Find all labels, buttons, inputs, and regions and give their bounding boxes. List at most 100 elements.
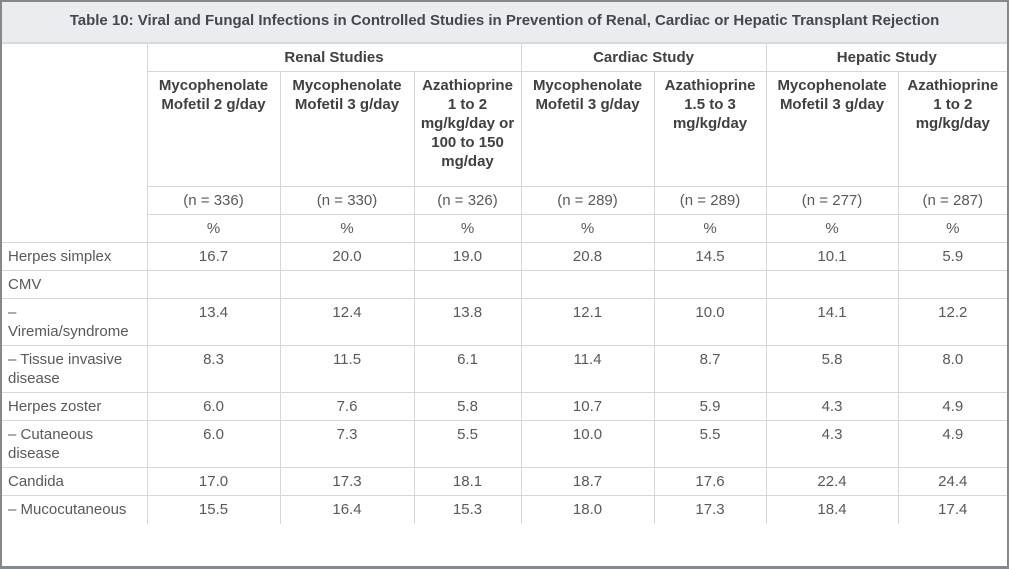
sample-size-cell: (n = 289)	[653, 186, 767, 215]
value-cell: 6.0	[146, 420, 281, 468]
corner-cell	[2, 43, 148, 243]
percent-unit-cell: %	[520, 214, 655, 243]
value-cell: 17.3	[653, 495, 767, 524]
table-title: Table 10: Viral and Fungal Infections in…	[2, 2, 1007, 44]
value-cell: 4.3	[765, 392, 899, 421]
sample-size-cell: (n = 277)	[765, 186, 899, 215]
table-row-cutaneous-disease: – Cutaneous disease 6.0 7.3 5.5 10.0 5.5…	[2, 420, 1007, 468]
percent-unit-cell: %	[146, 214, 281, 243]
value-cell: 16.7	[146, 242, 281, 271]
infections-table: Renal Studies Cardiac Study Hepatic Stud…	[2, 43, 1007, 524]
sample-size-row: (n = 336) (n = 330) (n = 326) (n = 289) …	[2, 186, 1007, 215]
treatment-header: Azathioprine 1 to 2 mg/kg/day	[897, 71, 1007, 187]
value-cell: 10.0	[653, 298, 767, 346]
value-cell: 14.5	[653, 242, 767, 271]
treatment-header: Mycophenolate Mofetil 3 g/day	[765, 71, 899, 187]
group-header-renal: Renal Studies	[146, 43, 522, 72]
value-cell: 20.8	[520, 242, 655, 271]
value-cell: 4.9	[897, 420, 1007, 468]
percent-unit-cell: %	[279, 214, 415, 243]
unit-row: % % % % % % %	[2, 214, 1007, 243]
value-cell: 17.0	[146, 467, 281, 496]
value-cell: 18.0	[520, 495, 655, 524]
value-cell: 11.4	[520, 345, 655, 393]
table-row-tissue-invasive-disease: – Tissue invasive disease 8.3 11.5 6.1 1…	[2, 345, 1007, 393]
value-cell	[279, 270, 415, 299]
row-label: – Cutaneous disease	[2, 420, 148, 468]
value-cell: 10.1	[765, 242, 899, 271]
percent-unit-cell: %	[653, 214, 767, 243]
percent-unit-cell: %	[897, 214, 1007, 243]
value-cell: 6.0	[146, 392, 281, 421]
value-cell: 24.4	[897, 467, 1007, 496]
value-cell: 8.7	[653, 345, 767, 393]
sample-size-cell: (n = 289)	[520, 186, 655, 215]
value-cell	[765, 270, 899, 299]
value-cell: 12.1	[520, 298, 655, 346]
table-row-herpes-zoster: Herpes zoster 6.0 7.6 5.8 10.7 5.9 4.3 4…	[2, 392, 1007, 421]
value-cell: 8.0	[897, 345, 1007, 393]
value-cell: 12.4	[279, 298, 415, 346]
table-row-viremia-syndrome: – Viremia/syndrome 13.4 12.4 13.8 12.1 1…	[2, 298, 1007, 346]
row-label: Herpes simplex	[2, 242, 148, 271]
value-cell	[653, 270, 767, 299]
value-cell: 19.0	[413, 242, 522, 271]
table-row-candida: Candida 17.0 17.3 18.1 18.7 17.6 22.4 24…	[2, 467, 1007, 496]
row-label: – Viremia/syndrome	[2, 298, 148, 346]
value-cell: 17.3	[279, 467, 415, 496]
row-label: – Mucocutaneous	[2, 495, 148, 524]
value-cell: 14.1	[765, 298, 899, 346]
value-cell	[897, 270, 1007, 299]
treatment-header: Mycophenolate Mofetil 3 g/day	[279, 71, 415, 187]
value-cell: 7.6	[279, 392, 415, 421]
row-label: CMV	[2, 270, 148, 299]
value-cell: 22.4	[765, 467, 899, 496]
value-cell: 5.8	[765, 345, 899, 393]
value-cell: 12.2	[897, 298, 1007, 346]
value-cell: 5.9	[653, 392, 767, 421]
value-cell: 16.4	[279, 495, 415, 524]
row-label: – Tissue invasive disease	[2, 345, 148, 393]
study-group-row: Renal Studies Cardiac Study Hepatic Stud…	[2, 43, 1007, 243]
group-header-hepatic: Hepatic Study	[765, 43, 1007, 72]
row-label: Herpes zoster	[2, 392, 148, 421]
group-header-cardiac: Cardiac Study	[520, 43, 767, 72]
treatment-header-row: Mycophenolate Mofetil 2 g/day Mycophenol…	[2, 71, 1007, 187]
value-cell: 5.9	[897, 242, 1007, 271]
value-cell: 10.7	[520, 392, 655, 421]
value-cell: 15.5	[146, 495, 281, 524]
sample-size-cell: (n = 336)	[146, 186, 281, 215]
treatment-header: Azathioprine 1 to 2 mg/kg/day or 100 to …	[413, 71, 522, 187]
percent-unit-cell: %	[413, 214, 522, 243]
value-cell	[413, 270, 522, 299]
sample-size-cell: (n = 330)	[279, 186, 415, 215]
value-cell: 13.8	[413, 298, 522, 346]
table-row-mucocutaneous: – Mucocutaneous 15.5 16.4 15.3 18.0 17.3…	[2, 495, 1007, 524]
row-label: Candida	[2, 467, 148, 496]
sample-size-cell: (n = 326)	[413, 186, 522, 215]
value-cell: 17.4	[897, 495, 1007, 524]
value-cell: 6.1	[413, 345, 522, 393]
value-cell: 17.6	[653, 467, 767, 496]
value-cell: 4.9	[897, 392, 1007, 421]
value-cell: 5.5	[653, 420, 767, 468]
treatment-header: Mycophenolate Mofetil 2 g/day	[146, 71, 281, 187]
value-cell: 10.0	[520, 420, 655, 468]
treatment-header: Mycophenolate Mofetil 3 g/day	[520, 71, 655, 187]
value-cell: 13.4	[146, 298, 281, 346]
value-cell: 18.7	[520, 467, 655, 496]
percent-unit-cell: %	[765, 214, 899, 243]
sample-size-cell: (n = 287)	[897, 186, 1007, 215]
table-row-cmv: CMV	[2, 270, 1007, 299]
value-cell: 18.4	[765, 495, 899, 524]
value-cell: 15.3	[413, 495, 522, 524]
value-cell: 11.5	[279, 345, 415, 393]
value-cell: 8.3	[146, 345, 281, 393]
value-cell: 5.5	[413, 420, 522, 468]
value-cell: 4.3	[765, 420, 899, 468]
treatment-header: Azathioprine 1.5 to 3 mg/kg/day	[653, 71, 767, 187]
value-cell: 18.1	[413, 467, 522, 496]
value-cell	[146, 270, 281, 299]
value-cell: 20.0	[279, 242, 415, 271]
